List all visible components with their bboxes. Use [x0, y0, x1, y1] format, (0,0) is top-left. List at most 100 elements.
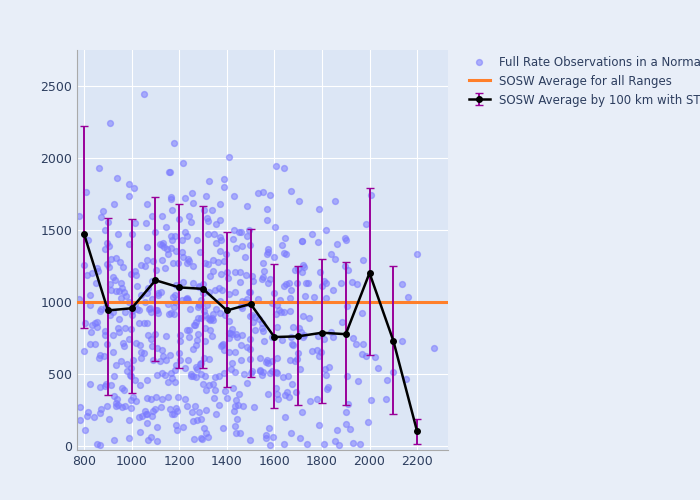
Full Rate Observations in a Normal Point — [223, 334, 235, 342]
Full Rate Observations in a Normal Point — [94, 354, 105, 362]
Full Rate Observations in a Normal Point — [366, 396, 377, 404]
Full Rate Observations in a Normal Point — [105, 280, 116, 287]
Full Rate Observations in a Normal Point — [162, 250, 174, 258]
Full Rate Observations in a Normal Point — [214, 284, 225, 292]
Full Rate Observations in a Normal Point — [128, 184, 139, 192]
Full Rate Observations in a Normal Point — [206, 332, 217, 340]
Full Rate Observations in a Normal Point — [81, 271, 92, 279]
Full Rate Observations in a Normal Point — [130, 376, 141, 384]
Full Rate Observations in a Normal Point — [139, 349, 150, 357]
Full Rate Observations in a Normal Point — [269, 253, 280, 261]
Full Rate Observations in a Normal Point — [188, 417, 199, 425]
Full Rate Observations in a Normal Point — [184, 305, 195, 313]
Full Rate Observations in a Normal Point — [206, 206, 217, 214]
Full Rate Observations in a Normal Point — [233, 390, 244, 398]
Full Rate Observations in a Normal Point — [388, 368, 399, 376]
Full Rate Observations in a Normal Point — [306, 347, 317, 355]
Full Rate Observations in a Normal Point — [267, 434, 279, 442]
Full Rate Observations in a Normal Point — [167, 236, 178, 244]
Full Rate Observations in a Normal Point — [215, 342, 226, 350]
Full Rate Observations in a Normal Point — [241, 343, 252, 351]
Full Rate Observations in a Normal Point — [323, 363, 335, 371]
Full Rate Observations in a Normal Point — [119, 402, 130, 410]
Full Rate Observations in a Normal Point — [118, 288, 129, 296]
Full Rate Observations in a Normal Point — [396, 280, 407, 288]
Full Rate Observations in a Normal Point — [230, 244, 241, 252]
Full Rate Observations in a Normal Point — [209, 286, 220, 294]
Full Rate Observations in a Normal Point — [296, 236, 307, 244]
Full Rate Observations in a Normal Point — [279, 282, 290, 290]
Full Rate Observations in a Normal Point — [153, 309, 164, 317]
Full Rate Observations in a Normal Point — [193, 330, 204, 338]
Full Rate Observations in a Normal Point — [362, 418, 373, 426]
Full Rate Observations in a Normal Point — [207, 316, 218, 324]
Full Rate Observations in a Normal Point — [293, 196, 304, 204]
Full Rate Observations in a Normal Point — [116, 280, 127, 287]
Full Rate Observations in a Normal Point — [285, 356, 296, 364]
Full Rate Observations in a Normal Point — [303, 314, 314, 322]
Full Rate Observations in a Normal Point — [262, 250, 273, 258]
Full Rate Observations in a Normal Point — [148, 356, 159, 364]
Full Rate Observations in a Normal Point — [134, 318, 145, 326]
Full Rate Observations in a Normal Point — [181, 295, 192, 303]
Full Rate Observations in a Normal Point — [80, 188, 91, 196]
Full Rate Observations in a Normal Point — [241, 300, 253, 308]
Full Rate Observations in a Normal Point — [270, 223, 281, 231]
Full Rate Observations in a Normal Point — [258, 368, 269, 376]
Full Rate Observations in a Normal Point — [147, 407, 158, 415]
Full Rate Observations in a Normal Point — [92, 267, 104, 275]
Full Rate Observations in a Normal Point — [172, 426, 183, 434]
Full Rate Observations in a Normal Point — [124, 240, 135, 248]
Full Rate Observations in a Normal Point — [104, 118, 116, 126]
Full Rate Observations in a Normal Point — [323, 382, 334, 390]
Full Rate Observations in a Normal Point — [249, 326, 260, 334]
Full Rate Observations in a Normal Point — [214, 309, 225, 317]
Full Rate Observations in a Normal Point — [220, 250, 231, 258]
Full Rate Observations in a Normal Point — [185, 372, 196, 380]
Full Rate Observations in a Normal Point — [279, 414, 290, 422]
Full Rate Observations in a Normal Point — [335, 279, 346, 287]
Full Rate Observations in a Normal Point — [116, 294, 127, 302]
Full Rate Observations in a Normal Point — [203, 176, 214, 184]
Full Rate Observations in a Normal Point — [85, 380, 96, 388]
Full Rate Observations in a Normal Point — [141, 218, 152, 226]
Full Rate Observations in a Normal Point — [111, 399, 122, 407]
Full Rate Observations in a Normal Point — [222, 268, 233, 276]
Full Rate Observations in a Normal Point — [216, 286, 227, 294]
Full Rate Observations in a Normal Point — [170, 247, 181, 255]
Full Rate Observations in a Normal Point — [339, 234, 350, 241]
Full Rate Observations in a Normal Point — [125, 396, 136, 404]
Full Rate Observations in a Normal Point — [318, 278, 329, 285]
Full Rate Observations in a Normal Point — [348, 334, 359, 342]
Full Rate Observations in a Normal Point — [175, 356, 186, 364]
Full Rate Observations in a Normal Point — [179, 364, 190, 372]
Full Rate Observations in a Normal Point — [140, 298, 151, 306]
Full Rate Observations in a Normal Point — [92, 440, 103, 448]
Full Rate Observations in a Normal Point — [108, 331, 119, 339]
Full Rate Observations in a Normal Point — [195, 314, 206, 322]
Full Rate Observations in a Normal Point — [208, 268, 219, 276]
Full Rate Observations in a Normal Point — [299, 263, 310, 271]
Full Rate Observations in a Normal Point — [139, 262, 150, 270]
Full Rate Observations in a Normal Point — [183, 212, 195, 220]
Full Rate Observations in a Normal Point — [382, 376, 393, 384]
Full Rate Observations in a Normal Point — [290, 266, 301, 274]
Full Rate Observations in a Normal Point — [330, 254, 341, 262]
Full Rate Observations in a Normal Point — [321, 384, 332, 392]
Full Rate Observations in a Normal Point — [286, 430, 297, 438]
Full Rate Observations in a Normal Point — [252, 294, 263, 302]
Full Rate Observations in a Normal Point — [111, 254, 122, 262]
Full Rate Observations in a Normal Point — [106, 286, 117, 294]
Full Rate Observations in a Normal Point — [156, 346, 167, 354]
Full Rate Observations in a Normal Point — [148, 257, 159, 265]
Full Rate Observations in a Normal Point — [340, 262, 351, 270]
Full Rate Observations in a Normal Point — [236, 330, 247, 338]
Full Rate Observations in a Normal Point — [271, 368, 282, 376]
Full Rate Observations in a Normal Point — [262, 356, 273, 364]
Full Rate Observations in a Normal Point — [97, 208, 108, 216]
Full Rate Observations in a Normal Point — [143, 304, 154, 312]
Full Rate Observations in a Normal Point — [152, 290, 163, 298]
Full Rate Observations in a Normal Point — [87, 269, 98, 277]
Full Rate Observations in a Normal Point — [258, 259, 269, 267]
Full Rate Observations in a Normal Point — [169, 298, 181, 306]
